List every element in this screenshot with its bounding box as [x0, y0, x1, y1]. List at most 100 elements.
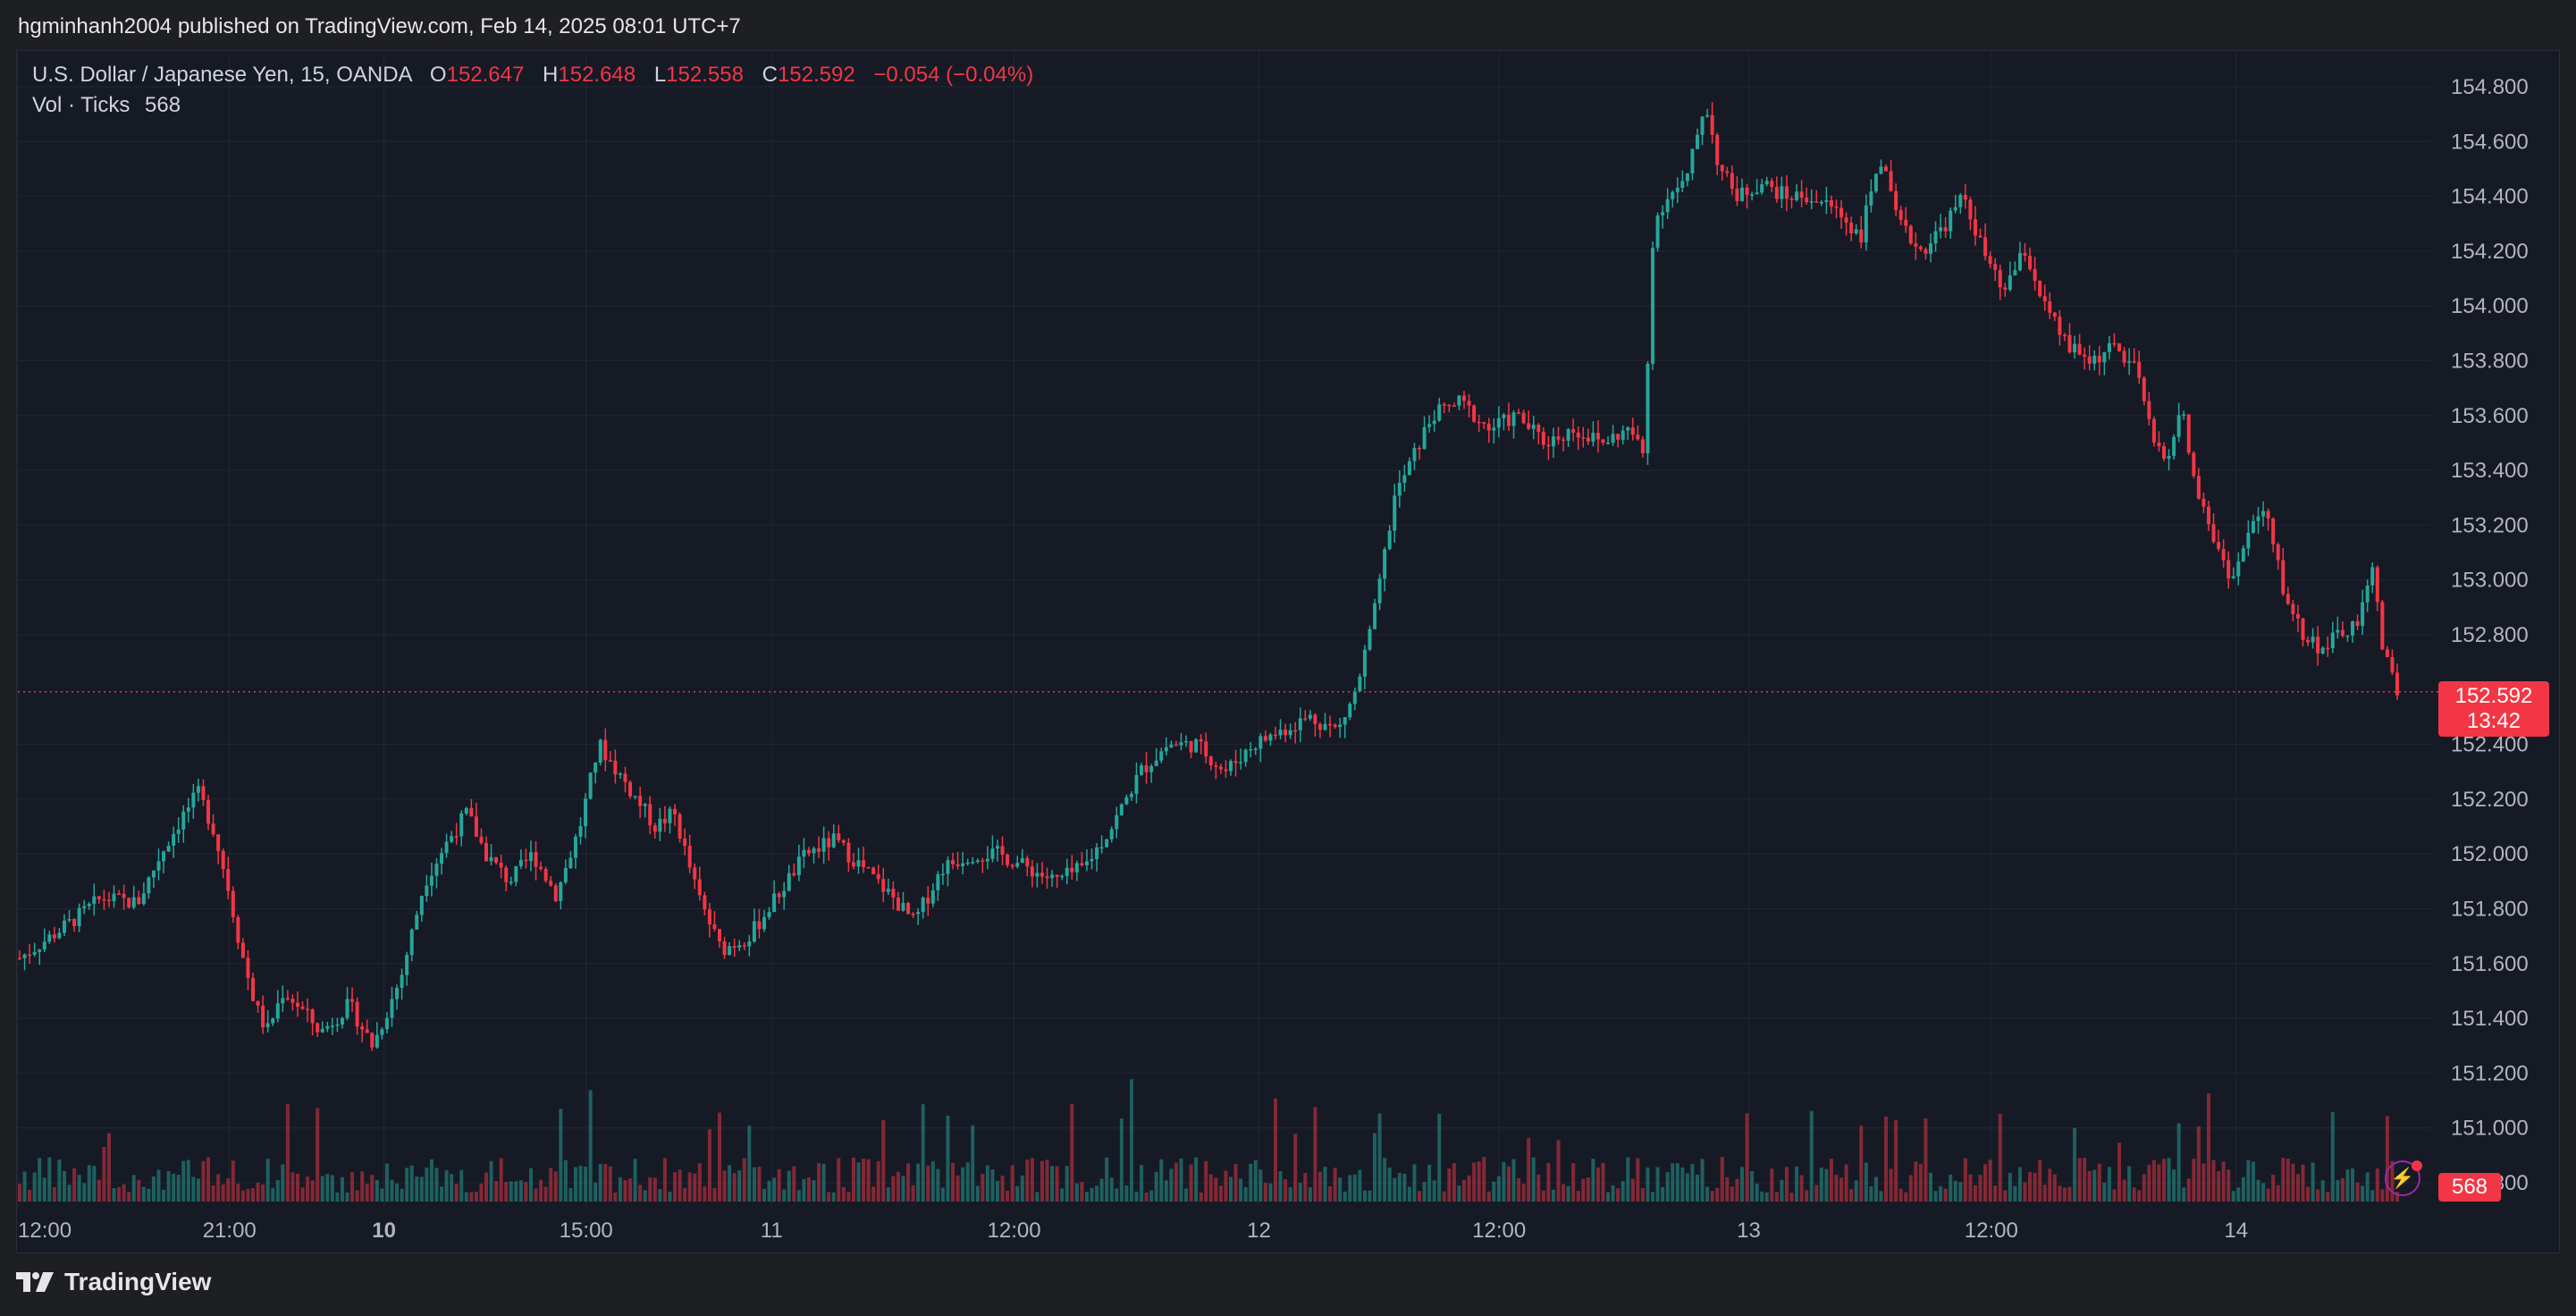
candle-body [693, 867, 697, 880]
candle-body [172, 833, 176, 846]
volume-bar [2058, 1185, 2062, 1202]
volume-bar [1611, 1185, 1615, 1202]
volume-bar [618, 1177, 622, 1202]
candle-body [2062, 334, 2067, 337]
volume-bar [1144, 1192, 1149, 1202]
volume-bar [181, 1160, 186, 1202]
candle-body [310, 1009, 315, 1024]
volume-bar [201, 1160, 206, 1202]
candle-body [1486, 423, 1491, 431]
candle-body [862, 860, 866, 867]
volume-bar [444, 1169, 449, 1202]
candle-body [251, 977, 256, 1001]
candle-body [762, 916, 766, 930]
candle-body [370, 1033, 375, 1048]
volume-bar [2137, 1190, 2142, 1202]
chart-pane[interactable] [16, 50, 2560, 1253]
candle-body [1536, 425, 1541, 433]
volume-bar [1735, 1178, 1739, 1202]
candle-body [1606, 443, 1611, 444]
x-tick-label: 12:00 [988, 1219, 1041, 1243]
candle-body [549, 881, 553, 886]
candle-body [67, 918, 72, 921]
volume-bar [509, 1181, 513, 1202]
volume-bar [742, 1158, 746, 1202]
candle-body [2102, 351, 2107, 363]
candle-body [896, 897, 900, 911]
volume-bar [2306, 1186, 2311, 1202]
volume-bar [1109, 1177, 1114, 1202]
volume-bar [106, 1133, 111, 1202]
candle-body [841, 839, 846, 843]
volume-bar [429, 1159, 434, 1202]
volume-bar [2355, 1182, 2360, 1202]
y-tick-label: 153.600 [2451, 404, 2529, 428]
candle-body [881, 879, 886, 892]
candle-body [1179, 742, 1183, 746]
candle-body [1725, 171, 1730, 173]
volume-bar [1149, 1190, 1154, 1202]
candle-body [916, 912, 921, 915]
candle-body [628, 781, 633, 797]
candle-body [2147, 401, 2151, 419]
volume-bar [921, 1104, 925, 1202]
volume-bar [1243, 1186, 1248, 1202]
candle-body [1050, 874, 1055, 879]
volume-bar [990, 1169, 995, 1202]
volume-bar [2227, 1169, 2231, 1202]
volume-bar [553, 1171, 558, 1202]
volume-bar [1159, 1159, 1164, 1202]
volume-bar [1040, 1160, 1044, 1202]
candle-body [2137, 361, 2142, 378]
volume-bar [1397, 1173, 1402, 1202]
volume-bar [752, 1167, 756, 1202]
candle-body [1105, 839, 1109, 848]
candle-body [1457, 395, 1461, 406]
candle-body [2256, 516, 2260, 521]
candle-body [499, 862, 503, 868]
candle-body [593, 763, 598, 773]
volume-bar [256, 1182, 260, 1202]
volume-bar [409, 1165, 414, 1202]
volume-bar [2380, 1189, 2385, 1202]
candle-body [350, 999, 355, 1002]
candle-body [2167, 455, 2171, 460]
candle-body [1655, 215, 1660, 249]
candle-body [806, 849, 811, 854]
volume-bar [2062, 1187, 2067, 1202]
candle-body [290, 999, 295, 1003]
volume-bar [782, 1189, 787, 1202]
volume-bar [971, 1125, 975, 1202]
candle-body [147, 877, 151, 894]
candle-body [1099, 847, 1104, 849]
candle-body [563, 867, 568, 882]
volume-bar [673, 1172, 678, 1202]
candle-body [2033, 268, 2037, 282]
candle-body [1646, 363, 1650, 453]
volume-bar [643, 1190, 647, 1202]
brand-name[interactable]: TradingView [64, 1268, 212, 1295]
candle-body [2196, 476, 2201, 499]
symbol-name[interactable]: U.S. Dollar / Japanese Yen, 15, OANDA [32, 63, 412, 87]
x-tick-label: 11 [761, 1219, 783, 1243]
volume-bar [2042, 1185, 2047, 1202]
candle-body [697, 879, 702, 896]
candle-body [588, 772, 593, 799]
candle-body [1730, 173, 1734, 190]
volume-bar [524, 1182, 528, 1202]
volume-label[interactable]: Vol · Ticks [32, 93, 130, 117]
volume-bar [1745, 1113, 1749, 1202]
volume-bar [1898, 1188, 1903, 1202]
candle-body [981, 860, 985, 862]
volume-bar [1199, 1192, 1203, 1202]
candle-body [1953, 207, 1957, 211]
lightning-icon[interactable]: ⚡ [2385, 1160, 2420, 1196]
candle-body [643, 804, 647, 806]
candle-body [162, 851, 166, 862]
volume-bar [2326, 1192, 2330, 1202]
candle-body [1595, 433, 1600, 440]
candle-body [191, 792, 196, 808]
candle-body [648, 804, 652, 826]
volume-bar [2073, 1127, 2077, 1202]
